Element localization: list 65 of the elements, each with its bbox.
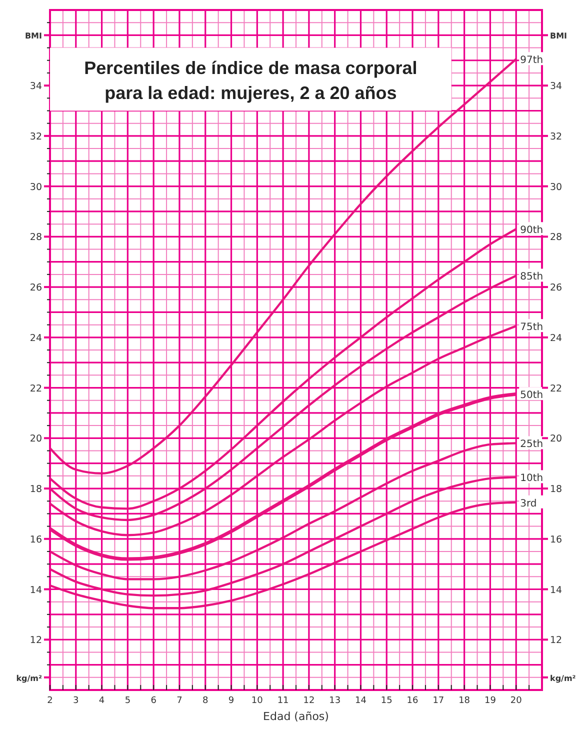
y2-tick-label: 30 bbox=[550, 182, 562, 193]
y-tick-label: 26 bbox=[30, 282, 42, 294]
x-tick-label: 11 bbox=[277, 696, 289, 706]
y2-tick-label: 20 bbox=[550, 434, 562, 445]
y-tick-label: 18 bbox=[30, 484, 42, 496]
line-series bbox=[48, 476, 518, 597]
x-tick-label: 9 bbox=[228, 696, 234, 706]
line-series bbox=[48, 228, 518, 510]
x-tick-label: 8 bbox=[202, 696, 208, 706]
x-tick-label: 18 bbox=[458, 696, 470, 706]
y2-tick-label: 18 bbox=[550, 484, 562, 496]
y2-tick-label: 28 bbox=[550, 232, 562, 244]
series-label: 75th bbox=[520, 322, 544, 334]
y2-tick-label: 22 bbox=[550, 383, 562, 394]
x-tick-label: 13 bbox=[329, 696, 341, 706]
series-label: 50th bbox=[520, 390, 544, 402]
x-tick-label: 5 bbox=[124, 696, 131, 706]
x-tick-label: 12 bbox=[303, 696, 315, 706]
x-tick-label: 10 bbox=[251, 696, 264, 706]
x-tick-label: 17 bbox=[432, 696, 444, 706]
x-tick-label: 14 bbox=[355, 696, 367, 706]
x-tick-label: 15 bbox=[380, 696, 392, 706]
y2-tick-label: 14 bbox=[550, 584, 562, 596]
x-tick-label: 3 bbox=[73, 696, 79, 706]
series-label: 90th bbox=[520, 225, 544, 236]
x-tick-label: 16 bbox=[406, 696, 419, 706]
x-tick-label: 4 bbox=[98, 696, 105, 706]
x-tick-label: 19 bbox=[484, 696, 496, 706]
y-tick-label: 22 bbox=[30, 383, 42, 394]
text: Percentiles de índice de masa corporal para la edad: mujeres, 2 a 20 años bbox=[84, 58, 418, 103]
series-label: 85th bbox=[520, 272, 544, 283]
y2-tick-label: 12 bbox=[550, 635, 562, 646]
line-series bbox=[48, 274, 518, 522]
x-tick-label: 2 bbox=[47, 696, 53, 706]
x-tick-label: 20 bbox=[510, 696, 522, 706]
y-tick-label: 14 bbox=[30, 584, 42, 596]
y-tick-label: 32 bbox=[30, 131, 42, 142]
y2-tick-label: 34 bbox=[550, 81, 562, 92]
y-tick-label: 16 bbox=[30, 534, 42, 546]
y-tick-label: 24 bbox=[30, 332, 42, 344]
y-tick-label: 30 bbox=[30, 182, 42, 193]
y-tick-label: kg/m² bbox=[16, 674, 42, 683]
y-tick-label: 20 bbox=[30, 434, 42, 445]
line-series bbox=[48, 58, 518, 475]
x-tick-label: 7 bbox=[176, 696, 182, 706]
y2-tick-label: 24 bbox=[550, 332, 562, 344]
series-label: 3rd bbox=[520, 498, 537, 510]
y2-tick-label: 32 bbox=[550, 131, 562, 142]
y2-tick-label: 16 bbox=[550, 534, 562, 546]
y-tick-label: 28 bbox=[30, 232, 42, 244]
line-series bbox=[48, 442, 518, 580]
series-label: 25th bbox=[520, 439, 544, 450]
y-tick-label: 34 bbox=[30, 81, 42, 92]
line-series bbox=[48, 392, 518, 561]
line-series bbox=[48, 501, 518, 610]
series-label: 10th bbox=[520, 473, 544, 484]
y2-tick-label: BMI bbox=[550, 32, 568, 41]
y2-tick-label: 26 bbox=[550, 282, 562, 294]
x-axis-title: Edad (años) bbox=[263, 710, 329, 723]
y-tick-label: 12 bbox=[30, 635, 42, 646]
line-series bbox=[48, 324, 518, 536]
y2-tick-label: kg/m² bbox=[550, 674, 576, 683]
y-tick-label: BMI bbox=[24, 32, 42, 41]
series-label: 97th bbox=[520, 55, 544, 66]
x-tick-label: 6 bbox=[150, 696, 157, 706]
